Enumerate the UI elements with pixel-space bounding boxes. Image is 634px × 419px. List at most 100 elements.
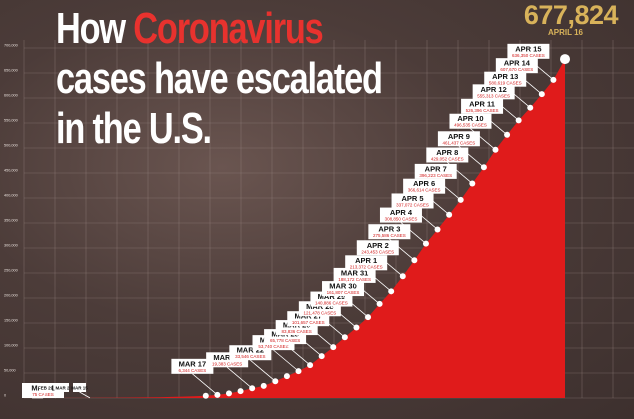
y-tick-label: 250,000 bbox=[4, 269, 18, 273]
label-date: APR 6 bbox=[413, 179, 435, 188]
data-point bbox=[388, 288, 395, 295]
label-connector bbox=[470, 128, 496, 151]
data-point bbox=[202, 392, 209, 399]
y-tick-label: 50,000 bbox=[4, 369, 16, 373]
y-tick-label: 550,000 bbox=[4, 119, 18, 123]
label-connector bbox=[284, 343, 311, 366]
label-cases: 19,383 CASES bbox=[212, 361, 242, 366]
cases-area bbox=[32, 59, 565, 399]
label-box bbox=[345, 255, 388, 271]
label-box bbox=[426, 147, 469, 163]
y-tick-label: 650,000 bbox=[4, 69, 18, 73]
y-tick-label: 300,000 bbox=[4, 244, 18, 248]
data-point bbox=[527, 104, 534, 111]
label-connector bbox=[447, 162, 473, 184]
label-box bbox=[507, 43, 550, 59]
data-point bbox=[330, 344, 337, 351]
data-point bbox=[249, 385, 256, 392]
label-cases: 140,886 CASES bbox=[315, 301, 348, 306]
label-box bbox=[484, 71, 527, 87]
label-date: MAR 29 bbox=[318, 292, 346, 301]
label-connector bbox=[504, 86, 531, 108]
data-point bbox=[318, 353, 325, 360]
label-cases: 33,546 CASES bbox=[235, 354, 265, 359]
label-cases: 75 CASES bbox=[32, 392, 54, 397]
label-cases: 275,586 CASES bbox=[373, 233, 406, 238]
data-point bbox=[538, 91, 545, 98]
label-cases: 366,614 CASES bbox=[408, 188, 441, 193]
data-point bbox=[353, 324, 360, 331]
label-date: APR 4 bbox=[390, 208, 413, 217]
y-tick-label: 500,000 bbox=[4, 144, 18, 148]
label-cases: 53,740 CASES bbox=[258, 344, 288, 349]
label-connector bbox=[319, 315, 346, 338]
data-point bbox=[480, 164, 487, 171]
title-accent: Coronavirus bbox=[133, 4, 323, 53]
y-tick-label: 600,000 bbox=[4, 94, 18, 98]
label-connector bbox=[481, 113, 508, 136]
data-point bbox=[504, 131, 511, 138]
label-cases: 429,052 CASES bbox=[431, 156, 464, 161]
label-box bbox=[171, 358, 214, 374]
label-connector bbox=[273, 349, 299, 372]
data-point bbox=[237, 388, 244, 395]
label-connector bbox=[192, 373, 218, 396]
data-point bbox=[446, 211, 453, 218]
label-cases: 213,372 CASES bbox=[350, 264, 383, 269]
label-date: FEB 29 bbox=[38, 386, 54, 391]
data-point bbox=[550, 76, 557, 83]
label-connector bbox=[423, 193, 450, 215]
label-box bbox=[437, 131, 480, 147]
headline-date: APRIL 16 bbox=[548, 28, 583, 37]
label-date: APR 15 bbox=[515, 44, 541, 53]
label-date: APR 9 bbox=[448, 132, 470, 141]
label-connector bbox=[377, 254, 404, 277]
y-tick-label: 100,000 bbox=[4, 344, 18, 348]
label-cases: 161,807 CASES bbox=[327, 290, 360, 295]
label-connector bbox=[458, 145, 485, 168]
label-date: APR 13 bbox=[492, 72, 518, 81]
label-date: APR 14 bbox=[504, 59, 531, 68]
label-cases: 65,778 CASES bbox=[270, 338, 300, 343]
label-connector bbox=[54, 391, 63, 399]
y-tick-label: 700,000 bbox=[4, 44, 18, 48]
label-connector bbox=[331, 306, 357, 328]
label-cases: 121,478 CASES bbox=[303, 310, 336, 315]
label-cases: 607,670 CASES bbox=[500, 67, 533, 72]
label-cases: 555,313 CASES bbox=[477, 93, 510, 98]
label-date: MAR 22 bbox=[237, 346, 265, 355]
label-cases: 461,437 CASES bbox=[443, 140, 476, 145]
label-connector bbox=[354, 282, 380, 305]
label-connector bbox=[528, 58, 554, 81]
data-point bbox=[411, 257, 418, 264]
y-tick-label: 0 bbox=[4, 394, 6, 398]
label-connector bbox=[226, 367, 253, 389]
label-box bbox=[333, 267, 376, 283]
label-box bbox=[39, 383, 52, 392]
label-connector bbox=[308, 325, 334, 348]
label-date: MAR 17 bbox=[179, 359, 207, 368]
title-prefix: How bbox=[56, 4, 134, 53]
label-cases: 101,657 CASES bbox=[292, 320, 325, 325]
y-tick-label: 400,000 bbox=[4, 194, 18, 198]
label-date: APR 3 bbox=[378, 225, 400, 234]
label-cases: 6,344 CASES bbox=[179, 368, 207, 373]
label-cases: 83,836 CASES bbox=[282, 329, 312, 334]
data-point bbox=[272, 378, 279, 385]
label-box bbox=[461, 98, 504, 114]
label-date: MAR 15 bbox=[71, 386, 88, 391]
label-date: APR 8 bbox=[436, 148, 458, 157]
label-connector bbox=[296, 334, 322, 357]
title-line-1: How Coronavirus bbox=[56, 4, 324, 53]
label-date: APR 7 bbox=[425, 164, 447, 173]
label-date: MAR 30 bbox=[329, 282, 357, 291]
label-cases: 580,619 CASES bbox=[489, 81, 522, 86]
label-connector bbox=[389, 238, 415, 261]
label-cases: 337,072 CASES bbox=[396, 202, 429, 207]
label-connector bbox=[250, 359, 276, 382]
label-date: MAR 31 bbox=[341, 268, 369, 277]
label-box bbox=[449, 113, 492, 129]
label-box bbox=[414, 163, 457, 179]
label-box bbox=[379, 207, 422, 223]
